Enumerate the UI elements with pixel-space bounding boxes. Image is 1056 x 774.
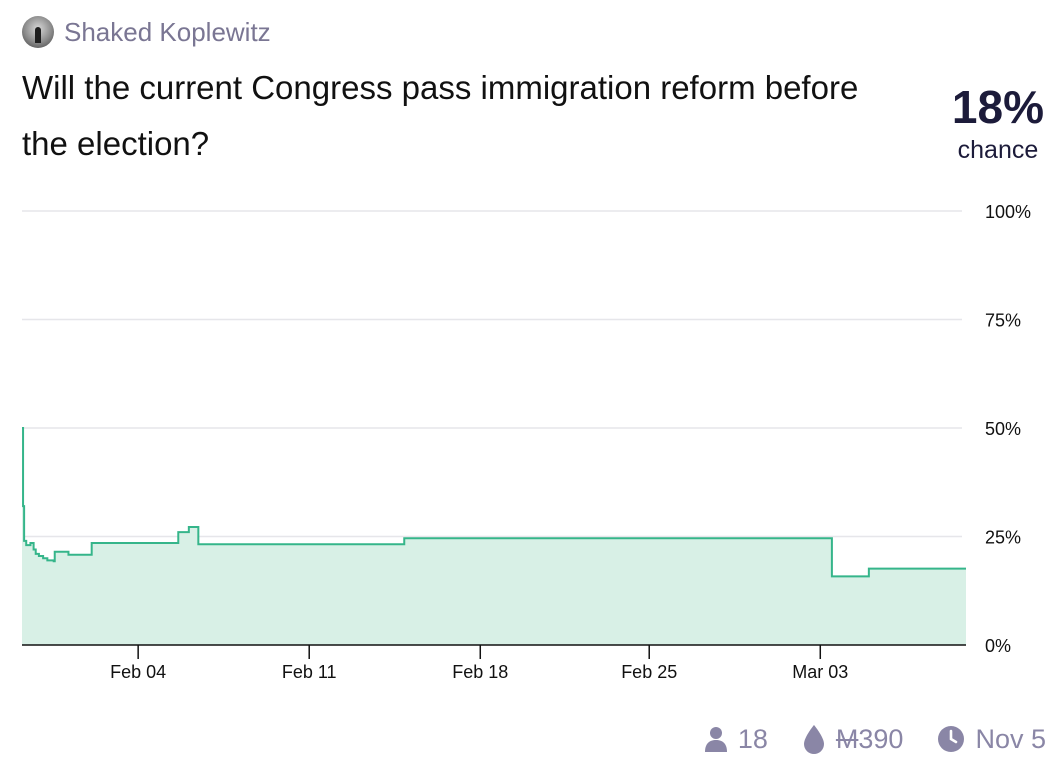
probability-area xyxy=(22,428,966,645)
mana-symbol: M xyxy=(835,723,859,754)
x-tick-label: Feb 25 xyxy=(621,662,677,682)
volume-amount: M390 xyxy=(836,724,904,755)
probability-value: 18% xyxy=(951,81,1044,133)
y-axis: 0% 25% 50% 75% 100% xyxy=(985,202,1031,656)
volume-stat[interactable]: M390 xyxy=(802,724,904,755)
x-tick-label: Feb 18 xyxy=(452,662,508,682)
author-name[interactable]: Shaked Koplewitz xyxy=(64,16,271,47)
y-tick-label: 50% xyxy=(985,419,1021,439)
probability-chart[interactable]: 0% 25% 50% 75% 100% Feb 04 Feb 11 Feb 18 Feb 25… xyxy=(0,190,1056,690)
droplet-icon xyxy=(803,725,824,754)
y-tick-label: 25% xyxy=(985,528,1021,548)
volume-value: 390 xyxy=(858,723,904,754)
author-avatar[interactable] xyxy=(22,16,54,48)
user-icon xyxy=(704,727,727,752)
traders-count: 18 xyxy=(737,723,768,754)
probability-display: 18% chance xyxy=(952,80,1044,166)
probability-line xyxy=(22,427,966,578)
x-tick-label: Mar 03 xyxy=(792,662,848,682)
close-date: Nov 5 xyxy=(975,723,1046,754)
y-tick-label: 100% xyxy=(985,202,1031,222)
y-tick-label: 75% xyxy=(985,311,1021,331)
traders-stat[interactable]: 18 xyxy=(704,724,768,755)
chart-gridlines xyxy=(22,210,962,538)
market-question: Will the current Congress pass immigrati… xyxy=(22,69,859,162)
close-date-stat[interactable]: Nov 5 xyxy=(937,724,1046,755)
probability-label: chance xyxy=(957,136,1039,164)
y-tick-label: 0% xyxy=(985,636,1011,656)
market-stats: 18 M390 Nov 5 xyxy=(704,720,1046,758)
x-tick-label: Feb 04 xyxy=(110,662,166,682)
author-row[interactable]: Shaked Koplewitz xyxy=(22,16,271,48)
x-tick-label: Feb 11 xyxy=(282,662,337,682)
x-axis: Feb 04 Feb 11 Feb 18 Feb 25 Mar 03 xyxy=(22,644,966,682)
clock-icon xyxy=(938,726,965,752)
